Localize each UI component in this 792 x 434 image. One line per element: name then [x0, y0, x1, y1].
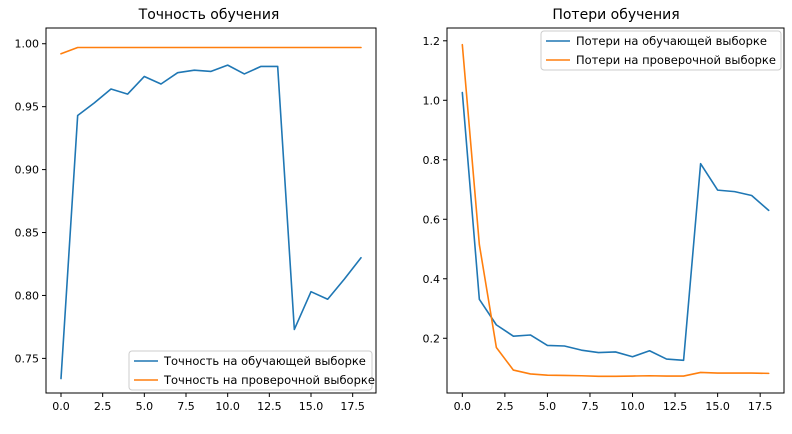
x-tick-label: 2.5	[496, 400, 514, 413]
x-tick-label: 5.0	[136, 400, 154, 413]
chart-title: Точность обучения	[138, 7, 280, 23]
x-tick-label: 5.0	[539, 400, 557, 413]
y-tick-label: 0.80	[15, 289, 40, 302]
y-tick-label: 0.4	[423, 273, 441, 286]
y-tick-label: 0.2	[423, 332, 441, 345]
x-tick-label: 7.5	[177, 400, 195, 413]
y-tick-label: 0.90	[15, 164, 40, 177]
series-lines	[461, 43, 770, 378]
y-tick-label: 1.0	[423, 94, 441, 107]
x-tick-label: 7.5	[581, 400, 599, 413]
x-tick-label: 10.0	[620, 400, 645, 413]
x-tick-label: 17.5	[340, 400, 365, 413]
loss-chart: Потери обучения 0.0 2.5 5.0 7.5 10.0 12.5 15.0…	[423, 7, 785, 413]
y-tick-label: 1.00	[15, 38, 40, 51]
y-axis-ticks: 0.2 0.4 0.6 0.8 1.0 1.2	[423, 35, 447, 345]
legend: Потери на обучающей выборке Потери на пр…	[540, 30, 782, 71]
x-axis-ticks: 0.0 2.5 5.0 7.5 10.0 12.5 15.0 17.5	[52, 393, 365, 413]
plot-frame	[446, 27, 785, 394]
series-line-validation	[60, 46, 362, 55]
legend-label-train: Точность на обучающей выборке	[163, 354, 366, 368]
chart-title: Потери обучения	[552, 7, 679, 23]
y-tick-label: 0.95	[15, 101, 40, 114]
x-tick-label: 10.0	[215, 400, 240, 413]
x-tick-label: 15.0	[299, 400, 324, 413]
y-tick-label: 0.8	[423, 154, 441, 167]
x-tick-label: 17.5	[748, 400, 773, 413]
x-tick-label: 15.0	[705, 400, 730, 413]
x-tick-label: 12.5	[257, 400, 282, 413]
x-tick-label: 0.0	[454, 400, 472, 413]
series-line-train	[461, 91, 770, 362]
y-tick-label: 1.2	[423, 35, 441, 48]
series-line-train	[60, 64, 362, 380]
series-lines	[60, 46, 362, 380]
legend: Точность на обучающей выборке Точность н…	[128, 350, 375, 391]
y-tick-label: 0.75	[15, 352, 40, 365]
x-axis-ticks: 0.0 2.5 5.0 7.5 10.0 12.5 15.0 17.5	[454, 393, 773, 413]
legend-box	[128, 350, 373, 391]
x-tick-label: 2.5	[94, 400, 112, 413]
y-tick-label: 0.6	[423, 213, 441, 226]
x-tick-label: 12.5	[663, 400, 688, 413]
legend-label-val: Точность на проверочной выборке	[163, 373, 375, 387]
plot-frame	[45, 27, 377, 394]
legend-box	[540, 30, 782, 71]
y-tick-label: 0.85	[15, 227, 40, 240]
series-line-validation	[461, 43, 770, 378]
y-axis-ticks: 0.75 0.80 0.85 0.90 0.95 1.00	[15, 38, 46, 365]
accuracy-chart: Точность обучения 0.0 2.5 5.0 7.5 10.0 12.5 15…	[15, 7, 377, 413]
legend-label-train: Потери на обучающей выборке	[576, 34, 767, 48]
x-tick-label: 0.0	[52, 400, 70, 413]
legend-label-val: Потери на проверочной выборке	[576, 53, 776, 67]
